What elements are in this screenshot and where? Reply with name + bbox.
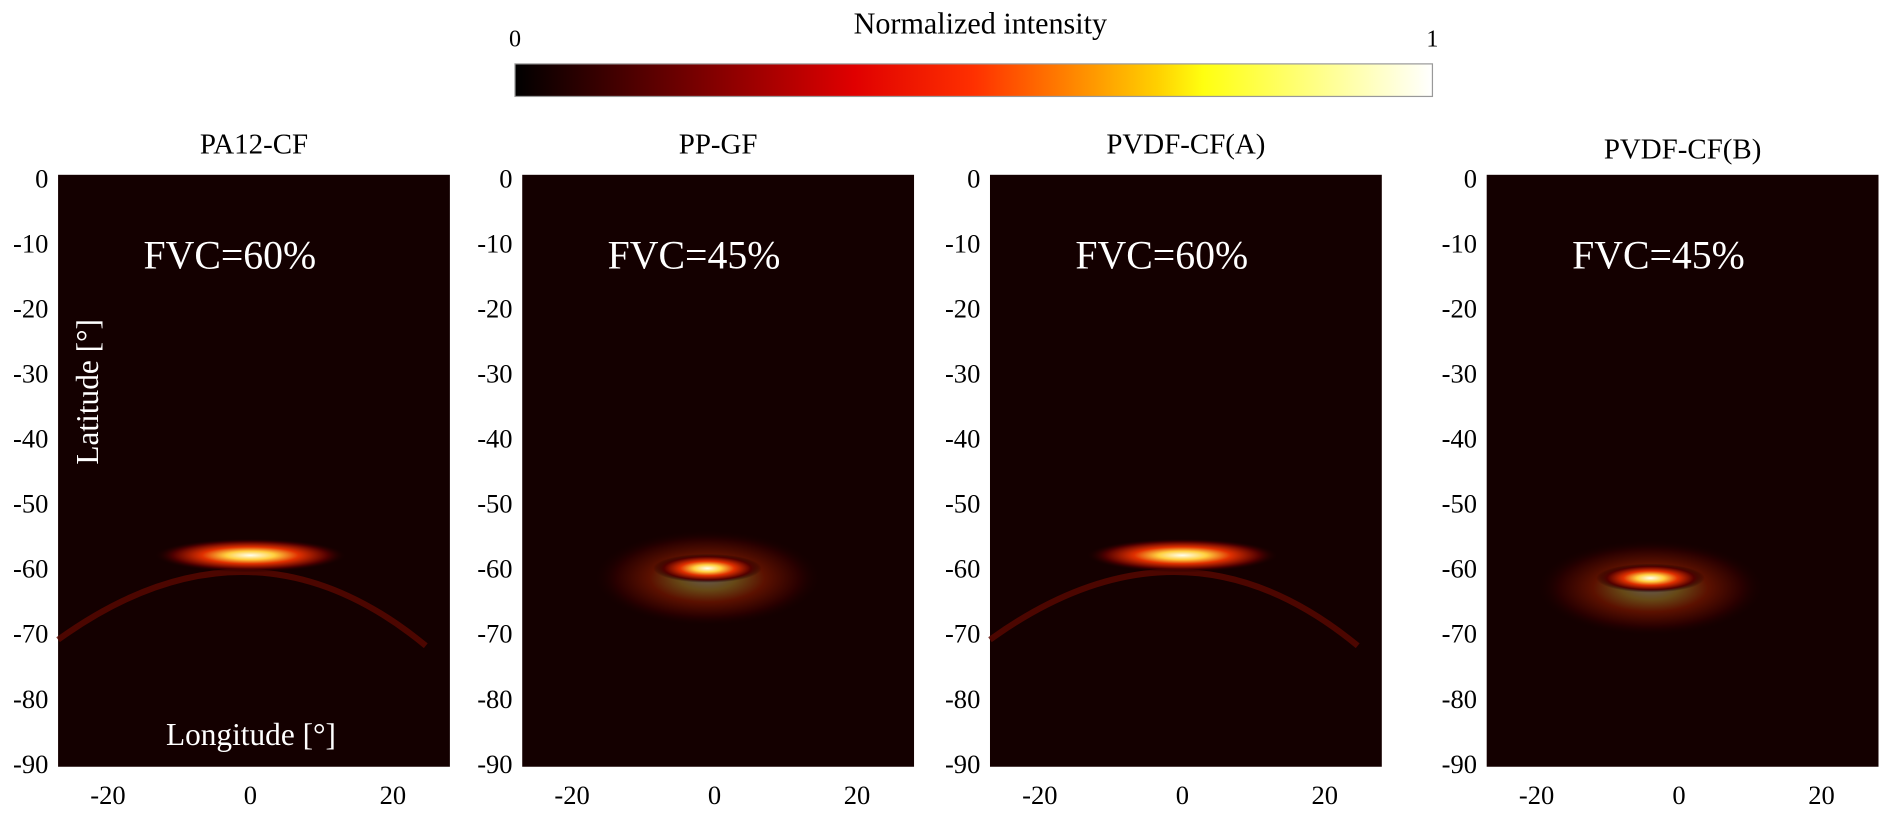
y-tick-label: -10 <box>1442 228 1477 258</box>
annotation: FVC=60% <box>144 233 317 277</box>
y-tick-label: -90 <box>13 749 48 779</box>
panel-title: PA12-CF <box>200 129 308 161</box>
y-tick-label: -70 <box>945 619 980 649</box>
panel-title: PVDF-CF(B) <box>1604 134 1762 166</box>
y-tick-label: -40 <box>13 424 48 454</box>
colorbar-tick-label: 1 <box>1426 27 1438 53</box>
y-tick-label: -50 <box>945 489 980 519</box>
y-tick-label: -20 <box>477 294 512 324</box>
panel-title: PP-GF <box>679 129 758 161</box>
x-tick-label: -20 <box>90 780 125 810</box>
x-tick-label: -20 <box>1519 780 1554 810</box>
y-tick-label: -30 <box>13 359 48 389</box>
y-tick-label: -70 <box>477 619 512 649</box>
y-tick-label: -40 <box>945 424 980 454</box>
panel <box>989 174 1382 767</box>
panel-title: PVDF-CF(A) <box>1106 129 1265 161</box>
y-tick-label: -70 <box>13 619 48 649</box>
x-tick-label: 20 <box>380 780 407 810</box>
panel <box>1486 174 1879 767</box>
y-tick-label: -20 <box>945 294 980 324</box>
x-tick-label: 20 <box>1808 780 1835 810</box>
colorbar-tick-label: 0 <box>509 27 521 53</box>
y-tick-label: -10 <box>945 228 980 258</box>
y-tick-label: -30 <box>477 359 512 389</box>
x-tick-label: -20 <box>554 780 589 810</box>
y-tick-label: -90 <box>945 749 980 779</box>
y-tick-label: -60 <box>945 554 980 584</box>
x-tick-label: 20 <box>844 780 871 810</box>
x-tick-label: 0 <box>1176 780 1189 810</box>
annotation: FVC=60% <box>1075 233 1248 277</box>
colorbar <box>514 63 1434 98</box>
y-tick-label: -50 <box>1442 489 1477 519</box>
y-tick-label: -70 <box>1442 619 1477 649</box>
panel <box>522 174 915 767</box>
y-tick-label: -60 <box>477 554 512 584</box>
peak <box>1085 538 1279 573</box>
y-tick-label: -20 <box>13 294 48 324</box>
peak <box>153 538 347 573</box>
x-tick-label: 20 <box>1312 780 1339 810</box>
y-tick-label: 0 <box>967 163 980 193</box>
x-tick-label: 0 <box>1672 780 1685 810</box>
y-tick-label: -90 <box>1442 749 1477 779</box>
panel <box>58 174 450 767</box>
y-tick-label: -20 <box>1442 294 1477 324</box>
annotation: FVC=45% <box>1572 233 1745 277</box>
y-tick-label: -50 <box>13 489 48 519</box>
peak <box>653 553 762 583</box>
x-tick-label: 0 <box>244 780 257 810</box>
y-tick-label: -60 <box>1442 554 1477 584</box>
y-tick-label: -80 <box>13 684 48 714</box>
annotation: FVC=45% <box>608 233 781 277</box>
y-axis-label: Latitude [°] <box>70 319 105 465</box>
x-axis-label: Longitude [°] <box>166 717 336 752</box>
y-tick-label: -80 <box>945 684 980 714</box>
peak <box>1596 563 1705 593</box>
colorbar-label: Normalized intensity <box>854 6 1108 40</box>
y-tick-label: 0 <box>499 163 512 193</box>
y-tick-label: -80 <box>1442 684 1477 714</box>
y-tick-label: -40 <box>477 424 512 454</box>
x-tick-label: 0 <box>708 780 721 810</box>
y-tick-label: -30 <box>945 359 980 389</box>
y-tick-label: -90 <box>477 749 512 779</box>
y-tick-label: -40 <box>1442 424 1477 454</box>
y-tick-label: -10 <box>477 228 512 258</box>
y-tick-label: -80 <box>477 684 512 714</box>
y-tick-label: -30 <box>1442 359 1477 389</box>
y-tick-label: 0 <box>1464 163 1477 193</box>
y-tick-label: -10 <box>13 228 48 258</box>
y-tick-label: -50 <box>477 489 512 519</box>
y-tick-label: 0 <box>35 163 48 193</box>
y-tick-label: -60 <box>13 554 48 584</box>
x-tick-label: -20 <box>1022 780 1057 810</box>
